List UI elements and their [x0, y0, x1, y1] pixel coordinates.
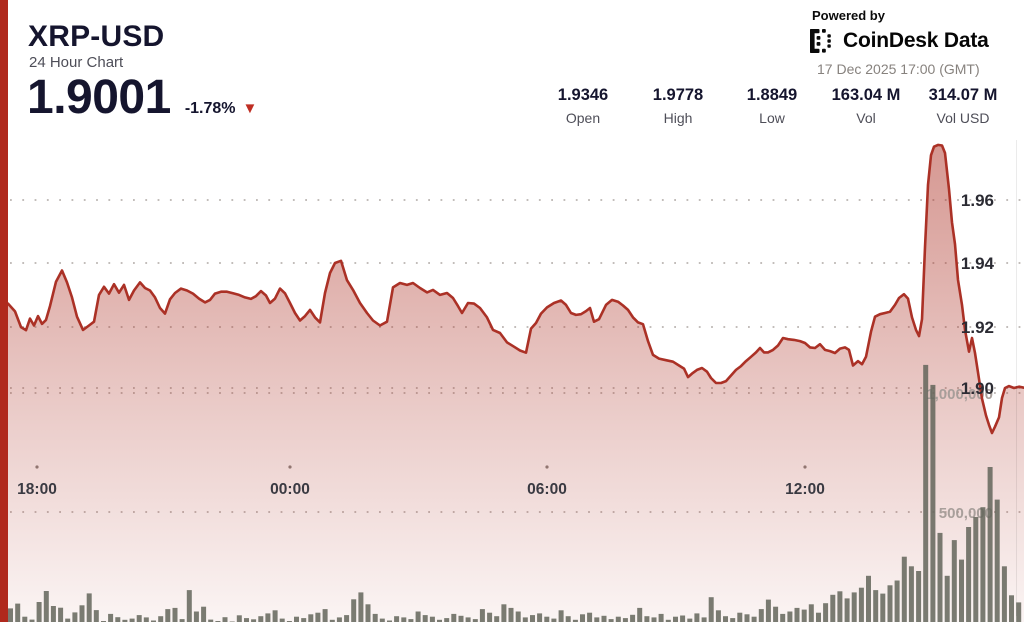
stat-low: 1.8849 Low — [747, 86, 797, 126]
coindesk-data-logo-icon — [810, 29, 831, 53]
svg-text:500,000: 500,000 — [939, 505, 993, 522]
stat-low-value: 1.8849 — [746, 86, 798, 104]
price-row: 1.9001 -1.78% ▼ — [27, 74, 257, 122]
y-axis-label-196: 1.96 — [960, 191, 994, 210]
y-axis-label-190: 1.90 — [960, 379, 994, 398]
stat-vol-usd: 314.07 M Vol USD — [929, 86, 998, 126]
stat-open-value: 1.9346 — [557, 86, 609, 104]
powered-by-label: Powered by — [812, 8, 885, 23]
stat-vol-usd-label: Vol USD — [936, 110, 990, 126]
price-area-fill — [8, 144, 1024, 622]
y-axis-label-192: 1.92 — [960, 318, 994, 337]
x-axis-label-0000: 00:00 — [270, 481, 310, 498]
x-axis-label-1200: 12:00 — [785, 481, 825, 498]
plot-right-border — [1016, 140, 1017, 616]
stat-low-label: Low — [759, 110, 785, 126]
chart-subtitle: 24 Hour Chart — [29, 54, 124, 71]
price-down-triangle-icon: ▼ — [242, 100, 258, 117]
svg-text:1,000,000: 1,000,000 — [926, 386, 993, 403]
stat-open-label: Open — [565, 110, 601, 126]
stat-vol-label: Vol — [856, 110, 876, 126]
x-axis-label-1800: 18:00 — [17, 481, 57, 498]
instrument-symbol: XRP-USD — [28, 20, 165, 53]
stat-high: 1.9778 High — [653, 86, 703, 126]
volume-axis-labels: 1,000,000 500,000 — [926, 386, 993, 522]
accent-stripe — [0, 0, 8, 622]
coindesk-data-link[interactable]: CoinDesk Data — [810, 28, 989, 54]
stat-vol: 163.04 M Vol — [832, 86, 901, 126]
price-line — [6, 143, 1024, 435]
chart-timestamp: 17 Dec 2025 17:00 (GMT) — [817, 61, 980, 77]
stat-high-label: High — [663, 110, 693, 126]
y-axis-label-194: 1.94 — [960, 254, 994, 273]
change-percent: -1.78% — [184, 100, 236, 117]
stat-vol-usd-value: 314.07 M — [928, 86, 998, 104]
current-price: 1.9001 — [27, 71, 171, 124]
x-axis-label-0600: 06:00 — [527, 481, 567, 498]
stat-high-value: 1.9778 — [652, 86, 704, 104]
volume-bars — [8, 364, 1022, 622]
stat-open: 1.9346 Open — [558, 86, 608, 126]
coindesk-data-wordmark: CoinDesk Data — [843, 29, 989, 52]
stat-vol-value: 163.04 M — [831, 86, 901, 104]
